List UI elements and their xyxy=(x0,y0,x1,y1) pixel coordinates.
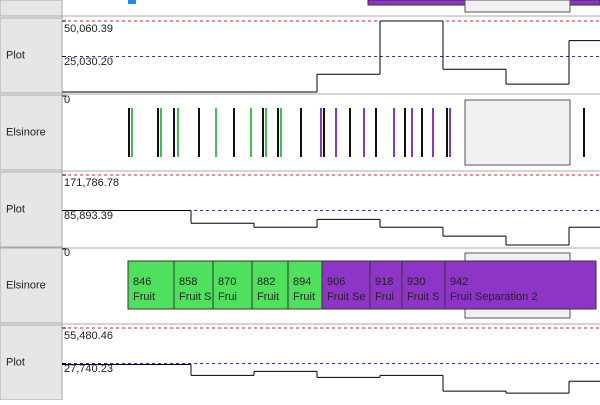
event-tick xyxy=(421,108,423,157)
track-label: Plot xyxy=(6,203,25,215)
event-number: 894 xyxy=(293,276,311,288)
event-name: Fruit Se xyxy=(327,291,366,303)
event xyxy=(128,0,136,4)
label-cell xyxy=(0,94,63,171)
tick-label: 85,893.39 xyxy=(64,210,113,222)
event-block xyxy=(212,260,253,310)
event-number: 906 xyxy=(327,276,345,288)
event-tick xyxy=(262,108,264,157)
event-block xyxy=(369,260,403,310)
event-tick xyxy=(265,108,267,157)
event-name: Frui xyxy=(218,291,237,303)
selection xyxy=(464,0,571,13)
event-name: Fruit S xyxy=(407,291,439,303)
event-block xyxy=(444,260,597,310)
event-tick xyxy=(160,108,162,157)
event-tick xyxy=(233,108,235,157)
event-number: 942 xyxy=(450,276,468,288)
label-cell xyxy=(0,0,63,17)
event-tick xyxy=(349,108,351,157)
event-number: 918 xyxy=(375,276,393,288)
event-block xyxy=(173,260,214,310)
label-cell xyxy=(0,324,63,401)
event-name: Fruit S xyxy=(179,291,211,303)
track-label: Plot xyxy=(6,356,25,368)
event-tick xyxy=(432,108,434,157)
event-tick xyxy=(583,108,585,157)
event-tick xyxy=(335,108,337,157)
label-cell xyxy=(0,247,63,324)
event-tick xyxy=(375,108,377,157)
event-tick xyxy=(411,108,413,157)
event-tick xyxy=(280,108,282,157)
event-tick xyxy=(393,108,395,157)
event-block xyxy=(401,260,446,310)
tick-label: 25,030.20 xyxy=(64,56,113,68)
event-tick xyxy=(446,108,448,157)
event-number: 930 xyxy=(407,276,425,288)
event-name: Frui xyxy=(375,291,394,303)
track-label: Plot xyxy=(6,49,25,61)
event-name: Fruit xyxy=(133,291,155,303)
event-number: 870 xyxy=(218,276,236,288)
tick-label: 0 xyxy=(64,94,70,106)
event-block xyxy=(287,260,323,310)
event-name: Fruit Separation 2 xyxy=(450,291,537,303)
label-cell xyxy=(0,17,63,94)
event-tick xyxy=(320,108,322,157)
event-tick xyxy=(300,108,302,157)
event-name: Fruit xyxy=(293,291,315,303)
tick-label: 0 xyxy=(64,247,70,259)
tick-label: 55,480.46 xyxy=(64,330,113,342)
tick-label: 50,060.39 xyxy=(64,23,113,35)
label-cell xyxy=(0,171,63,248)
track-label: Elsinore xyxy=(6,126,46,138)
event-tick xyxy=(323,108,325,157)
event-number: 846 xyxy=(133,276,151,288)
selection xyxy=(464,99,571,166)
event-tick xyxy=(198,108,200,157)
event-tick xyxy=(157,108,159,157)
event-block xyxy=(251,260,289,310)
event-tick xyxy=(404,108,406,157)
event-block xyxy=(321,260,371,310)
event-block xyxy=(127,260,175,310)
tick-label: 27,740.23 xyxy=(64,363,113,375)
event-tick xyxy=(128,108,130,157)
track-label: Elsinore xyxy=(6,279,46,291)
event-tick xyxy=(449,108,451,157)
event-tick xyxy=(277,108,279,157)
event-tick xyxy=(250,108,252,157)
event-name: Fruit xyxy=(257,291,279,303)
event-tick xyxy=(215,108,217,157)
event-tick xyxy=(177,108,179,157)
tick-label: 171,786.78 xyxy=(64,177,119,189)
event-number: 858 xyxy=(179,276,197,288)
event-tick xyxy=(131,108,133,157)
event-tick xyxy=(173,108,175,157)
event-tick xyxy=(363,108,365,157)
event-number: 882 xyxy=(257,276,275,288)
